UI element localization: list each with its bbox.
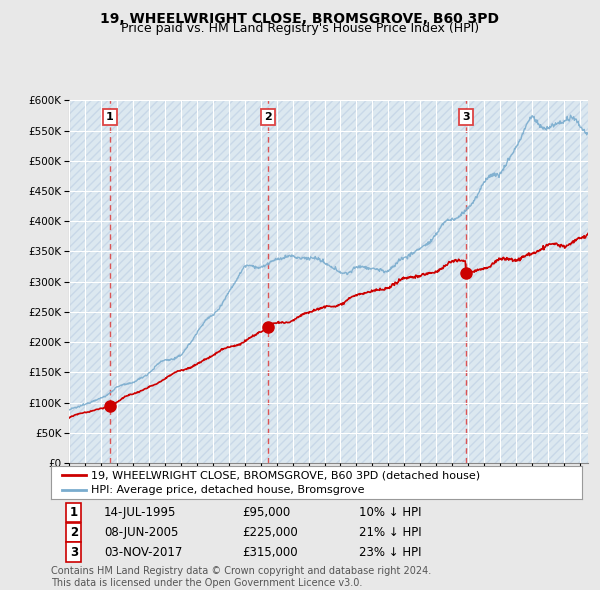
Text: £95,000: £95,000 xyxy=(242,506,290,519)
Text: 3: 3 xyxy=(462,112,469,122)
Text: 3: 3 xyxy=(70,546,78,559)
Text: 1: 1 xyxy=(70,506,78,519)
Text: 14-JUL-1995: 14-JUL-1995 xyxy=(104,506,176,519)
Text: 2: 2 xyxy=(70,526,78,539)
Text: 23% ↓ HPI: 23% ↓ HPI xyxy=(359,546,421,559)
Text: £315,000: £315,000 xyxy=(242,546,298,559)
Text: Contains HM Land Registry data © Crown copyright and database right 2024.
This d: Contains HM Land Registry data © Crown c… xyxy=(51,566,431,588)
Text: £225,000: £225,000 xyxy=(242,526,298,539)
Text: 19, WHEELWRIGHT CLOSE, BROMSGROVE, B60 3PD (detached house): 19, WHEELWRIGHT CLOSE, BROMSGROVE, B60 3… xyxy=(91,470,480,480)
Text: 03-NOV-2017: 03-NOV-2017 xyxy=(104,546,182,559)
Text: 21% ↓ HPI: 21% ↓ HPI xyxy=(359,526,422,539)
Text: 10% ↓ HPI: 10% ↓ HPI xyxy=(359,506,421,519)
Text: 1: 1 xyxy=(106,112,113,122)
Text: Price paid vs. HM Land Registry's House Price Index (HPI): Price paid vs. HM Land Registry's House … xyxy=(121,22,479,35)
Text: 2: 2 xyxy=(264,112,272,122)
Text: 08-JUN-2005: 08-JUN-2005 xyxy=(104,526,178,539)
Text: 19, WHEELWRIGHT CLOSE, BROMSGROVE, B60 3PD: 19, WHEELWRIGHT CLOSE, BROMSGROVE, B60 3… xyxy=(101,12,499,26)
Text: HPI: Average price, detached house, Bromsgrove: HPI: Average price, detached house, Brom… xyxy=(91,486,364,496)
